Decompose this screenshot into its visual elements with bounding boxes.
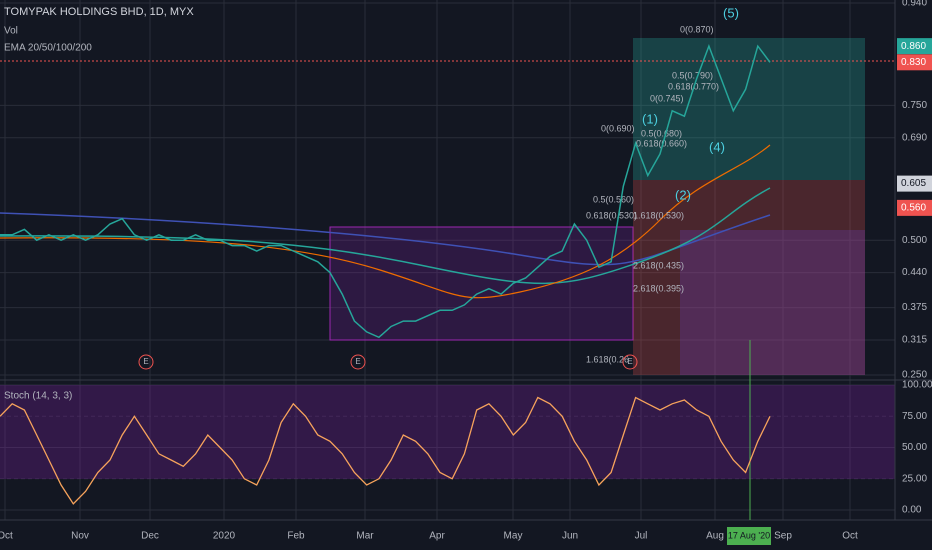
x-tick-label: Oct <box>0 531 13 542</box>
symbol: TOMYPAK HOLDINGS BHD, 1D, MYX <box>4 6 194 18</box>
ema-50 <box>0 144 771 299</box>
fib-label: 0(0.690) <box>601 123 635 133</box>
wave-label: (1) <box>642 111 658 126</box>
price-tag-label: 0.860 <box>901 41 926 52</box>
y-tick-label: 0.250 <box>902 370 927 381</box>
x-tick-label: Feb <box>287 531 305 542</box>
y-tick-label: 0.375 <box>902 302 927 313</box>
y-tick-label: 0.940 <box>902 0 927 9</box>
event-label: E <box>627 357 632 366</box>
price-tag-label: 0.560 <box>901 203 926 214</box>
stop-zone <box>633 180 865 375</box>
fib-label: 0.5(0.560) <box>593 194 634 204</box>
grid <box>0 0 895 520</box>
fib-label: 2.618(0.395) <box>633 283 684 293</box>
x-tick-label: Oct <box>842 531 858 542</box>
price-tag-label: 0.605 <box>901 178 926 189</box>
event-label: E <box>143 357 148 366</box>
fib-label: 0.618(0.530) <box>586 210 637 220</box>
ema-100 <box>0 187 771 285</box>
y-tick-label: 0.315 <box>902 335 927 346</box>
vol-label: Vol <box>4 26 18 37</box>
wave-label: (4) <box>709 139 725 154</box>
fib-label: 0(0.870) <box>680 24 714 34</box>
price-tag-label: 0.830 <box>901 57 926 68</box>
cursor-tag <box>727 527 771 545</box>
event-marker <box>138 354 154 370</box>
price-tag <box>897 175 932 192</box>
x-tick-label: 2020 <box>213 531 236 542</box>
y-tick-label: 0.690 <box>902 132 927 143</box>
fib-label: 1.618(0.26 <box>586 354 629 364</box>
fib-label: 0.5(0.680) <box>641 128 682 138</box>
y-tick-label: 0.00 <box>902 505 922 516</box>
stoch-line <box>0 396 771 505</box>
fib-label: 2.618(0.435) <box>633 260 684 270</box>
ema-label: EMA 20/50/100/200 <box>4 43 92 54</box>
fib-label: 0.618(0.660) <box>636 138 687 148</box>
x-tick-label: Jul <box>635 531 648 542</box>
x-tick-label: Apr <box>429 531 445 542</box>
event-marker <box>622 354 638 370</box>
y-tick-label: 0.440 <box>902 267 927 278</box>
y-tick-label: 50.00 <box>902 442 927 453</box>
y-tick-label: 100.00 <box>902 380 932 391</box>
y-tick-label: 0.500 <box>902 235 927 246</box>
event-marker <box>350 354 366 370</box>
fib-zone <box>680 230 865 375</box>
price-line <box>0 43 771 339</box>
stoch-title: Stoch (14, 3, 3) <box>4 391 72 402</box>
fib-label: 0(0.745) <box>650 93 684 103</box>
y-tick-label: 75.00 <box>902 411 927 422</box>
x-tick-label: Nov <box>71 531 89 542</box>
y-tick-label: 25.00 <box>902 473 927 484</box>
event-label: E <box>355 357 360 366</box>
range-box <box>329 226 634 341</box>
ema-200 <box>0 212 771 266</box>
x-tick-label: Aug <box>706 531 724 542</box>
stoch-band <box>0 385 895 479</box>
target-zone <box>633 38 865 180</box>
fib-label: 1.618(0.530) <box>633 210 684 220</box>
y-tick-label: 0.750 <box>902 100 927 111</box>
x-tick-label: Jun <box>562 531 578 542</box>
fib-label: 0.5(0.790) <box>672 70 713 80</box>
x-tick-label: May <box>504 531 523 542</box>
price-tag <box>897 54 932 71</box>
x-tick-label: Mar <box>356 531 374 542</box>
cursor-label: 17 Aug '20 <box>728 530 770 540</box>
price-tag <box>897 199 932 216</box>
x-tick-label: Sep <box>774 531 792 542</box>
x-tick-label: Dec <box>141 531 159 542</box>
price-tag <box>897 38 932 55</box>
wave-label: (5) <box>723 5 739 20</box>
wave-label: (2) <box>675 187 691 202</box>
